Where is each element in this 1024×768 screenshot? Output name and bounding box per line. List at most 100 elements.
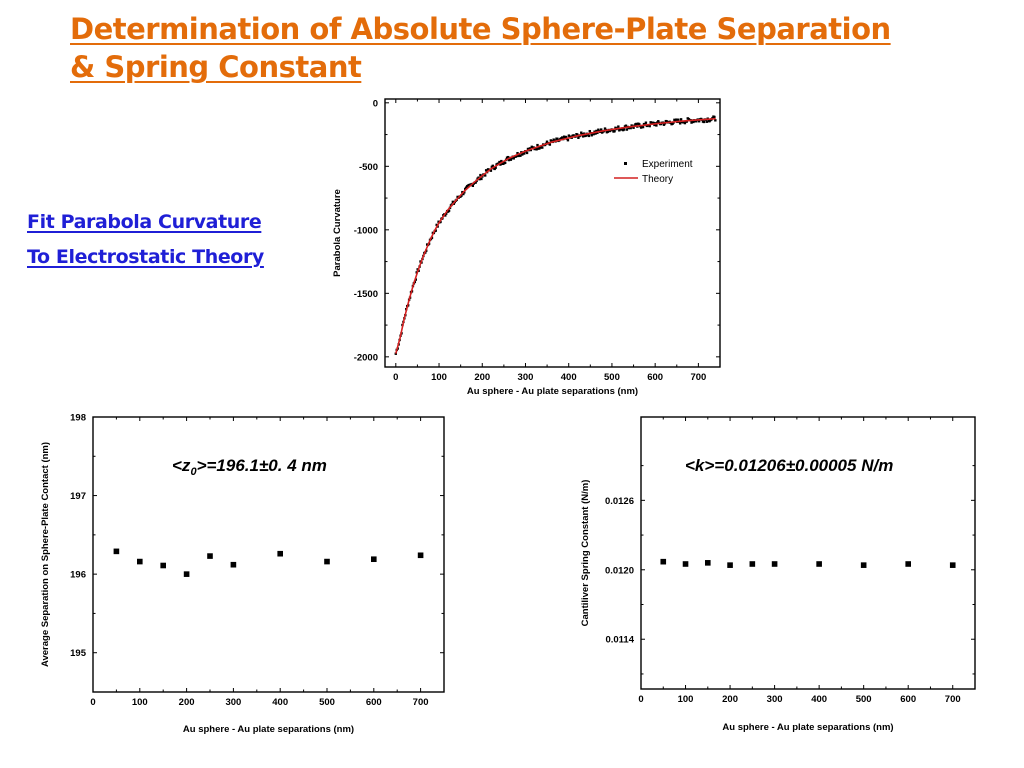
experiment-point (690, 121, 693, 124)
experiment-point (450, 203, 454, 206)
experiment-point (528, 147, 532, 150)
experiment-point (686, 117, 689, 120)
experiment-point (617, 125, 620, 128)
experiment-point (497, 162, 500, 165)
experiment-point (491, 164, 495, 168)
experiment-point (438, 221, 441, 224)
experiment-point (586, 133, 590, 136)
x-tick-label: 600 (366, 697, 382, 708)
experiment-point (535, 148, 538, 151)
experiment-point (425, 249, 428, 252)
experiment-point (467, 183, 471, 187)
experiment-point (403, 317, 406, 320)
experiment-point (652, 121, 655, 125)
legend: Experiment Theory (614, 159, 693, 185)
data-point (277, 550, 283, 557)
y-tick-label: 198 (70, 413, 86, 424)
experiment-point (397, 343, 400, 346)
x-tick-label: 700 (690, 372, 706, 383)
experiment-point (433, 229, 436, 233)
experiment-point (470, 182, 474, 186)
experiment-point (669, 121, 672, 125)
experiment-point (428, 238, 432, 242)
experiment-point (593, 130, 596, 133)
x-tick-label: 200 (722, 694, 738, 705)
experiment-point (521, 153, 524, 156)
experiment-point (619, 128, 623, 131)
experiment-point (705, 120, 708, 123)
experiment-point (461, 190, 464, 194)
experiment-point (490, 165, 494, 169)
experiment-point (688, 118, 691, 122)
experiment-point (553, 139, 556, 142)
experiment-point (631, 125, 634, 128)
experiment-point (487, 168, 491, 172)
experiment-point (430, 236, 434, 240)
experiment-point (654, 122, 657, 125)
experiment-point (591, 132, 594, 135)
legend-experiment-label: Experiment (642, 159, 693, 170)
experiment-point (671, 122, 674, 125)
experiment-point (580, 131, 583, 134)
experiment-point (639, 126, 643, 129)
experiment-point (579, 134, 582, 137)
experiment-point (597, 128, 600, 131)
experiment-point (649, 121, 652, 124)
experiment-point (609, 128, 612, 132)
experiment-point (642, 122, 646, 126)
data-point (727, 562, 733, 568)
experiment-point (561, 136, 564, 139)
experiment-point (434, 229, 437, 232)
experiment-point (406, 304, 410, 307)
experiment-point (707, 119, 710, 123)
experiment-point (483, 173, 486, 176)
experiment-point (406, 304, 409, 308)
separation-series (113, 548, 424, 577)
experiment-point (441, 217, 444, 220)
experiment-point (504, 158, 508, 161)
y-tick-label: -500 (359, 162, 378, 173)
experiment-point (409, 290, 413, 294)
y-axis-label: Parabola Curvature (332, 189, 343, 277)
x-tick-label: 400 (272, 697, 288, 708)
data-point (949, 562, 956, 568)
data-point (207, 553, 213, 559)
experiment-point (661, 121, 665, 124)
experiment-point (687, 117, 690, 121)
experiment-point (488, 168, 492, 171)
experiment-point (432, 231, 436, 235)
experiment-point (436, 225, 439, 228)
experiment-point (706, 117, 709, 120)
experiment-point (599, 130, 602, 134)
fit-description-line1: Fit Parabola Curvature (27, 211, 262, 233)
experiment-point (714, 119, 717, 122)
experiment-point (413, 280, 417, 284)
experiment-point (648, 124, 651, 128)
experiment-point (596, 131, 599, 135)
data-point (660, 558, 667, 565)
experiment-point (520, 151, 523, 154)
experiment-point (408, 296, 412, 299)
experiment-point (585, 132, 589, 136)
experiment-point (677, 120, 681, 123)
experiment-point (483, 174, 487, 177)
experiment-point (544, 142, 548, 146)
experiment-point (543, 143, 547, 147)
experiment-point (507, 158, 511, 162)
experiment-point (641, 125, 645, 129)
experiment-point (614, 126, 617, 129)
experiment-point (702, 120, 706, 124)
experiment-point (568, 136, 572, 139)
experiment-point (404, 314, 407, 317)
x-tick-label: 0 (90, 697, 95, 708)
experiment-point (481, 175, 484, 178)
experiment-point (402, 320, 405, 324)
experiment-point (708, 119, 711, 123)
experiment-point (437, 220, 440, 223)
experiment-point (412, 282, 416, 285)
experiment-point (570, 136, 573, 139)
experiment-point (701, 120, 705, 123)
legend-experiment-marker (624, 162, 627, 165)
experiment-point (473, 181, 476, 184)
